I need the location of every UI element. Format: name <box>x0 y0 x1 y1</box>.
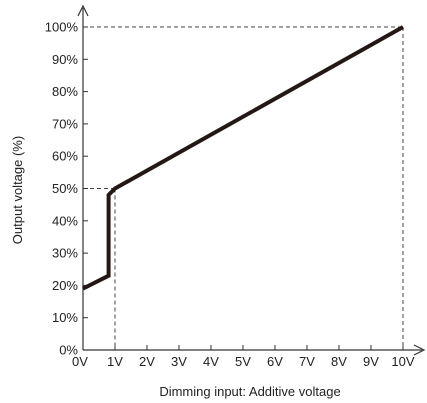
x-tick-label: 10V <box>391 354 414 369</box>
y-ticks: 0% 10% 20% 30% 40% 50% 60% 70% 80% 90% 100% <box>45 20 88 358</box>
reference-lines <box>83 26 404 350</box>
y-tick-label: 100% <box>45 20 79 35</box>
y-tick-label: 90% <box>52 52 78 67</box>
y-tick-label: 10% <box>52 310 78 325</box>
y-tick-label: 40% <box>52 213 78 228</box>
y-tick-label: 50% <box>52 181 78 196</box>
x-tick-label: 1V <box>107 354 123 369</box>
series <box>82 25 404 291</box>
axes <box>77 4 426 356</box>
x-tick-label: 7V <box>299 354 315 369</box>
x-axis-title: Dimming input: Additive voltage <box>159 384 340 399</box>
y-tick-label: 30% <box>52 246 78 261</box>
y-tick-label: 70% <box>52 116 78 131</box>
y-tick-label: 20% <box>52 278 78 293</box>
y-tick-label: 0% <box>59 343 78 358</box>
x-tick-label: 2V <box>139 354 155 369</box>
x-tick-label: 4V <box>203 354 219 369</box>
y-tick-label: 80% <box>52 84 78 99</box>
x-axis-arrow <box>413 344 426 356</box>
x-tick-label: 0V <box>72 354 88 369</box>
x-tick-label: 9V <box>363 354 379 369</box>
x-tick-label: 8V <box>331 354 347 369</box>
x-tick-label: 5V <box>235 354 251 369</box>
x-tick-label: 6V <box>267 354 283 369</box>
y-axis-title: Output voltage (%) <box>10 136 25 244</box>
y-tick-label: 60% <box>52 149 78 164</box>
y-axis-arrow <box>77 4 89 17</box>
x-tick-label: 3V <box>171 354 187 369</box>
x-ticks: 0V 1V 2V 3V 4V 5V 6V 7V 8V 9V 10V <box>72 345 415 369</box>
series-line-0 <box>82 25 404 291</box>
